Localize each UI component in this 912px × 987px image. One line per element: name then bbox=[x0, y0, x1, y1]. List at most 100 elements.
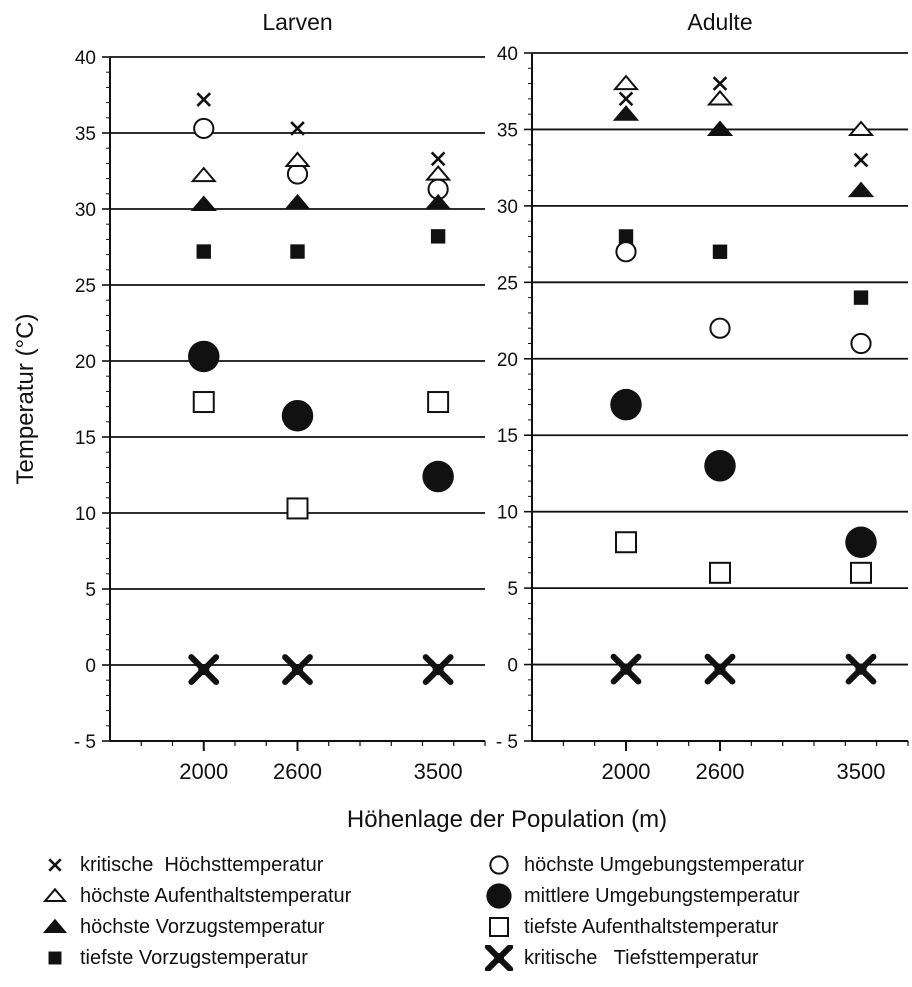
point-tiefste_aufenthalt bbox=[850, 561, 872, 584]
y-tick-label: 40 bbox=[75, 48, 96, 69]
legend-marker-hoechste_aufenthalt bbox=[42, 887, 68, 903]
point-krit_hoechst bbox=[430, 151, 446, 167]
point-krit_tiefst bbox=[422, 654, 454, 685]
y-tick-label: 40 bbox=[497, 44, 518, 65]
point-hoechste_umgebung bbox=[850, 332, 872, 355]
legend-symbol bbox=[42, 887, 68, 903]
chart: Larven 40 35 30 25 20 15 10 5 0 - 5 2000 2600 3500 Adu… bbox=[12, 9, 909, 833]
point-hoechste_aufenthalt bbox=[190, 166, 217, 183]
point-hoechste_umgebung bbox=[709, 317, 731, 339]
y-tick-label: - 5 bbox=[74, 732, 96, 753]
legend-symbol bbox=[486, 883, 512, 909]
legend-marker-mittlere_umgebung bbox=[486, 883, 512, 909]
legend-item-tiefste_aufenthalt: tiefste Aufenthaltstemperatur bbox=[484, 914, 779, 940]
y-tick-label: 15 bbox=[497, 426, 518, 447]
legend-marker-hoechste_vorzug bbox=[42, 918, 68, 934]
legend: kritische Höchsttemperatur höchste Aufent… bbox=[0, 838, 912, 987]
legend-label: mittlere Umgebungstemperatur bbox=[524, 884, 800, 907]
point-krit_tiefst bbox=[282, 654, 313, 685]
point-krit_tiefst bbox=[845, 653, 877, 685]
point-mittlere_umgebung bbox=[845, 526, 877, 558]
legend-marker-tiefste_aufenthalt bbox=[489, 917, 509, 937]
point-tiefste_vorzug bbox=[290, 244, 305, 259]
panel-title: Adulte bbox=[687, 9, 752, 35]
y-tick-label: 25 bbox=[75, 276, 96, 297]
legend-label: höchste Aufenthaltstemperatur bbox=[80, 884, 352, 907]
point-krit_hoechst bbox=[290, 121, 305, 136]
y-tick-label: 0 bbox=[85, 656, 96, 677]
point-krit_tiefst bbox=[188, 654, 220, 685]
y-tick-label: 10 bbox=[75, 504, 96, 525]
y-tick-label: 25 bbox=[497, 273, 518, 294]
legend-label: höchste Vorzugstemperatur bbox=[80, 915, 325, 938]
legend-symbol bbox=[48, 951, 62, 965]
point-hoechste_vorzug bbox=[706, 120, 734, 137]
point-hoechste_umgebung bbox=[193, 117, 215, 140]
point-mittlere_umgebung bbox=[610, 388, 642, 421]
point-hoechste_aufenthalt bbox=[424, 165, 452, 181]
point-tiefste_aufenthalt bbox=[709, 561, 731, 584]
legend-label: kritische Höchsttemperatur bbox=[80, 853, 324, 876]
point-mittlere_umgebung bbox=[281, 399, 314, 432]
point-mittlere_umgebung bbox=[704, 450, 736, 482]
y-tick-label: 35 bbox=[497, 120, 518, 141]
x-tick-label: 2600 bbox=[696, 759, 745, 784]
panel-title: Larven bbox=[262, 9, 332, 35]
point-hoechste_vorzug bbox=[424, 193, 452, 210]
point-krit_hoechst bbox=[196, 92, 212, 107]
point-hoechste_vorzug bbox=[284, 193, 311, 210]
legend-item-mittlere_umgebung: mittlere Umgebungstemperatur bbox=[484, 883, 800, 909]
y-axis-label: Temperatur (°C) bbox=[12, 314, 39, 485]
point-krit_tiefst bbox=[704, 653, 736, 685]
legend-symbol bbox=[48, 858, 62, 872]
point-tiefste_vorzug bbox=[853, 290, 869, 305]
y-tick-label: 20 bbox=[497, 350, 518, 371]
legend-label: tiefste Aufenthaltstemperatur bbox=[524, 915, 779, 938]
point-tiefste_aufenthalt bbox=[192, 391, 215, 414]
point-tiefste_aufenthalt bbox=[427, 391, 450, 414]
point-krit_hoechst bbox=[712, 76, 728, 91]
point-tiefste_vorzug bbox=[196, 244, 211, 259]
point-tiefste_vorzug bbox=[430, 229, 446, 244]
panel-adulte: Adulte 40 35 30 25 20 15 10 5 0 - 5 2000 2600 3500 bbox=[496, 9, 909, 784]
point-hoechste_aufenthalt bbox=[612, 74, 640, 91]
x-tick-label: 3500 bbox=[414, 759, 463, 784]
legend-item-hoechste_umgebung: höchste Umgebungstemperatur bbox=[484, 852, 804, 878]
x-axis-label: Höhenlage der Population (m) bbox=[347, 806, 667, 833]
legend-marker-krit_tiefst bbox=[484, 945, 514, 971]
legend-label: tiefste Vorzugstemperatur bbox=[80, 946, 308, 969]
legend-item-krit_tiefst: kritische Tiefsttemperatur bbox=[484, 945, 759, 971]
legend-symbol bbox=[484, 945, 514, 971]
legend-marker-hoechste_umgebung bbox=[489, 855, 509, 875]
y-tick-label: 20 bbox=[75, 352, 96, 373]
point-hoechste_umgebung bbox=[286, 163, 309, 185]
y-tick-label: 5 bbox=[85, 580, 96, 601]
point-tiefste_aufenthalt bbox=[615, 531, 637, 554]
point-mittlere_umgebung bbox=[188, 340, 220, 373]
legend-symbol bbox=[489, 855, 509, 875]
point-tiefste_aufenthalt bbox=[286, 497, 309, 520]
point-hoechste_aufenthalt bbox=[284, 151, 311, 167]
point-krit_hoechst bbox=[618, 91, 634, 107]
point-tiefste_vorzug bbox=[618, 229, 634, 244]
y-tick-label: 35 bbox=[75, 124, 96, 145]
point-tiefste_vorzug bbox=[712, 244, 728, 259]
y-tick-label: - 5 bbox=[496, 732, 518, 753]
y-tick-label: 30 bbox=[497, 197, 518, 218]
y-tick-label: 30 bbox=[75, 200, 96, 221]
point-hoechste_vorzug bbox=[612, 105, 640, 121]
legend-marker-tiefste_vorzug bbox=[48, 951, 62, 965]
legend-item-hoechste_vorzug: höchste Vorzugstemperatur bbox=[40, 914, 325, 940]
legend-marker-krit_hoechst bbox=[48, 858, 62, 872]
x-tick-label: 2000 bbox=[179, 759, 228, 784]
y-tick-label: 15 bbox=[75, 428, 96, 449]
y-tick-label: 10 bbox=[497, 503, 518, 524]
x-tick-label: 2000 bbox=[602, 759, 651, 784]
legend-item-tiefste_vorzug: tiefste Vorzugstemperatur bbox=[40, 945, 308, 971]
point-hoechste_umgebung bbox=[615, 241, 637, 263]
point-hoechste_vorzug bbox=[190, 195, 217, 212]
panel-larven: Larven 40 35 30 25 20 15 10 5 0 - 5 2000 2600 3500 bbox=[74, 9, 486, 784]
point-hoechste_vorzug bbox=[847, 181, 875, 198]
legend-label: höchste Umgebungstemperatur bbox=[524, 853, 805, 876]
x-tick-label: 2600 bbox=[273, 759, 322, 784]
